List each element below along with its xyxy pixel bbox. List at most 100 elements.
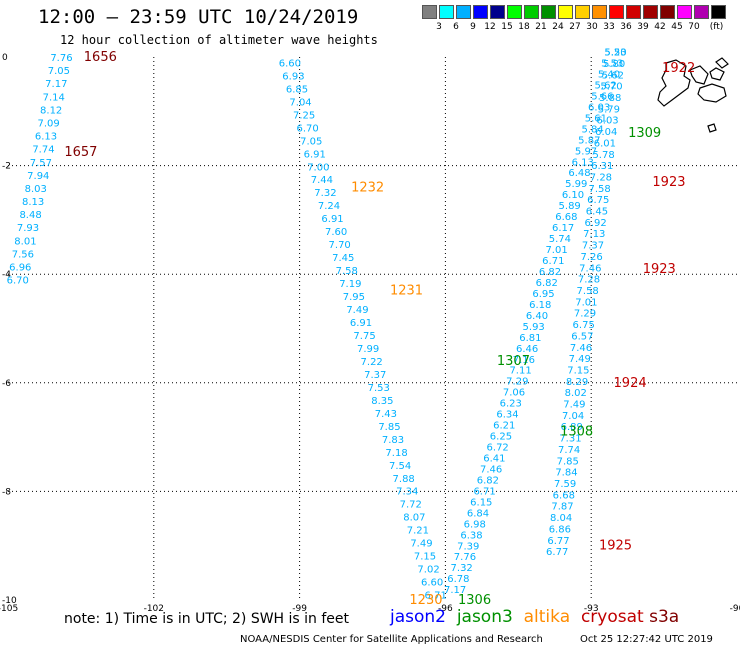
wave-height-label: 6.70 xyxy=(7,276,29,287)
units-note: note: 1) Time is in UTC; 2) SWH is in fe… xyxy=(64,611,350,627)
color-swatch xyxy=(711,5,726,19)
wave-height-label: 7.70 xyxy=(329,240,351,251)
color-swatch xyxy=(592,5,607,19)
wave-height-label: 7.95 xyxy=(343,292,365,303)
wave-height-label: 7.75 xyxy=(353,331,375,342)
wave-height-label: 5.66 xyxy=(591,91,613,102)
wave-height-label: 7.57 xyxy=(30,158,52,169)
wave-height-label: 6.98 xyxy=(464,519,486,530)
color-swatch xyxy=(694,5,709,19)
x-tick-label: -99 xyxy=(292,604,307,614)
wave-height-label: 7.72 xyxy=(400,500,422,511)
wave-height-label: 7.29 xyxy=(506,377,528,388)
wave-height-label: 7.04 xyxy=(289,97,311,108)
color-scale-label: 15 xyxy=(501,22,513,32)
wave-height-label: 5.50 xyxy=(604,48,626,59)
wave-height-label: 6.34 xyxy=(496,410,518,421)
wave-height-label: 7.37 xyxy=(364,370,386,381)
wave-height-label: 6.13 xyxy=(572,157,594,168)
legend-item-cryosat: cryosat xyxy=(580,607,644,627)
wave-height-label: 5.89 xyxy=(559,201,581,212)
y-tick-label: -4 xyxy=(2,270,11,280)
color-scale-label: 70 xyxy=(688,22,700,32)
wave-height-label: 5.61 xyxy=(585,113,607,124)
color-swatch xyxy=(643,5,658,19)
wave-height-label: 6.13 xyxy=(35,132,57,143)
wave-height-label: 7.74 xyxy=(32,145,54,156)
wave-height-label: 5.93 xyxy=(523,322,545,333)
wave-height-label: 6.48 xyxy=(568,168,590,179)
color-swatch xyxy=(473,5,488,19)
wave-height-label: 6.85 xyxy=(286,84,308,95)
wave-height-label: 6.71 xyxy=(425,591,447,602)
wave-height-label: 7.13 xyxy=(583,229,605,240)
color-scale-label: 39 xyxy=(637,22,649,32)
color-swatch xyxy=(439,5,454,19)
wave-height-label: 7.74 xyxy=(558,445,580,456)
color-swatch xyxy=(677,5,692,19)
wave-height-label: 6.86 xyxy=(549,524,571,535)
wave-height-label: 7.59 xyxy=(554,479,576,490)
wave-height-label: 8.04 xyxy=(550,513,572,524)
pass-time-label: 1307 xyxy=(497,354,530,369)
wave-height-label: 6.68 xyxy=(553,490,575,501)
wave-height-label: 7.49 xyxy=(410,539,432,550)
wave-height-label: 6.57 xyxy=(571,331,593,342)
wave-height-label: 5.23 xyxy=(604,48,626,59)
wave-height-label: 7.87 xyxy=(551,502,573,513)
wave-height-label: 7.93 xyxy=(17,223,39,234)
wave-height-label: 6.91 xyxy=(321,214,343,225)
wave-height-label: 5.84 xyxy=(581,124,603,135)
page-subtitle: 12 hour collection of altimeter wave hei… xyxy=(60,33,378,47)
wave-height-label: 6.10 xyxy=(562,190,584,201)
wave-height-label: 8.29 xyxy=(566,377,588,388)
wave-height-label: 7.01 xyxy=(575,297,597,308)
wave-height-label: 5.79 xyxy=(598,104,620,115)
legend-item-altika: altika xyxy=(523,607,571,627)
wave-height-label: 6.31 xyxy=(591,161,613,172)
color-scale-label: 12 xyxy=(484,22,496,32)
satellite-legend: jason2 jason3 altika cryosat s3a xyxy=(390,607,679,627)
wave-height-label: 6.46 xyxy=(516,344,538,355)
wave-height-label: 5.87 xyxy=(578,135,600,146)
wave-height-label: 7.85 xyxy=(378,422,400,433)
wave-height-label: 7.14 xyxy=(43,92,65,103)
wave-height-label: 7.11 xyxy=(509,366,531,377)
wave-height-label: 7.01 xyxy=(545,245,567,256)
wave-height-label: 7.09 xyxy=(37,118,59,129)
wave-height-label: 6.03 xyxy=(588,102,610,113)
wave-height-label: 8.02 xyxy=(565,388,587,399)
wave-height-label: 7.02 xyxy=(417,565,439,576)
wave-height-label: 7.60 xyxy=(325,227,347,238)
wave-height-label: 8.12 xyxy=(40,105,62,116)
wave-height-label: 7.94 xyxy=(27,171,49,182)
wave-height-label: 6.75 xyxy=(587,195,609,206)
wave-height-label: 7.18 xyxy=(385,448,407,459)
pass-time-label: 1306 xyxy=(458,593,491,608)
legend-item-s3a: s3a xyxy=(649,607,680,627)
wave-height-label: 7.58 xyxy=(577,286,599,297)
wave-height-label: 7.46 xyxy=(480,464,502,475)
color-swatch xyxy=(558,5,573,19)
wave-height-label: 6.96 xyxy=(9,263,31,274)
wave-height-label: 7.44 xyxy=(311,175,333,186)
wave-height-label: 5.88 xyxy=(599,93,621,104)
wave-height-label: 7.85 xyxy=(557,456,579,467)
wave-height-label: 7.43 xyxy=(375,409,397,420)
wave-height-label: 7.49 xyxy=(569,354,591,365)
wave-height-label: 8.01 xyxy=(14,236,36,247)
wave-height-label: 7.22 xyxy=(361,357,383,368)
color-swatch xyxy=(456,5,471,19)
pass-time-label: 1308 xyxy=(560,425,593,440)
wave-height-label: 7.49 xyxy=(563,400,585,411)
wave-height-label: 7.29 xyxy=(574,309,596,320)
wave-height-label: 6.68 xyxy=(555,212,577,223)
wave-height-label: 7.24 xyxy=(318,201,340,212)
wave-height-label: 6.60 xyxy=(421,578,443,589)
pass-time-label: 1924 xyxy=(614,376,647,391)
wave-height-label: 6.70 xyxy=(297,123,319,134)
wave-height-label: 6.93 xyxy=(282,71,304,82)
wave-height-label: 7.46 xyxy=(579,263,601,274)
wave-height-label: 5.80 xyxy=(603,59,625,70)
